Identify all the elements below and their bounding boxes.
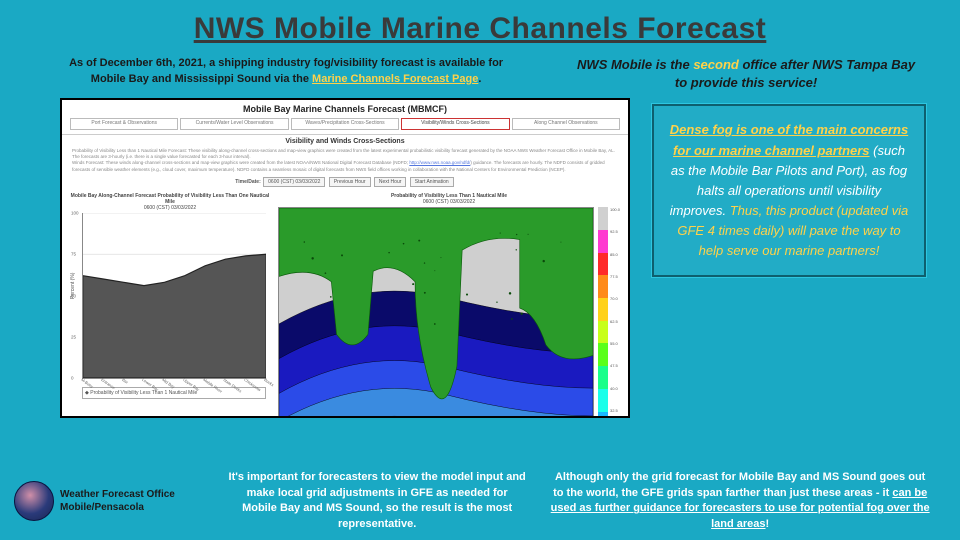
start-animation-button[interactable]: Start Animation (410, 177, 454, 187)
line-chart: Percent (%) 0255075100M-BuoyEntranceBarL… (82, 213, 266, 379)
intro-row: As of December 6th, 2021, a shipping ind… (0, 46, 960, 98)
probability-map (278, 207, 594, 418)
ss-tab[interactable]: Along Channel Observations (512, 118, 620, 130)
ss-desc2: Winds Forecast: These winds along-channe… (62, 160, 628, 173)
colorbar: 100.092.585.077.570.062.555.047.540.032.… (598, 207, 620, 418)
line-chart-title: Mobile Bay Along-Channel Forecast Probab… (70, 193, 270, 213)
intro-left: As of December 6th, 2021, a shipping ind… (60, 56, 512, 92)
ss-desc1: Probability of Visibility Less than 1 Na… (62, 148, 628, 161)
map-panel: Probability of Visibility Less Than 1 Na… (278, 193, 620, 399)
ss-tab[interactable]: Visibility/Winds Cross-Sections (401, 118, 509, 130)
prev-hour-button[interactable]: Previous Hour (329, 177, 371, 187)
ss-tab[interactable]: Port Forecast & Observations (70, 118, 178, 130)
logo-text: Weather Forecast Office Mobile/Pensacola (60, 488, 175, 514)
line-chart-panel: Mobile Bay Along-Channel Forecast Probab… (70, 193, 270, 399)
time-select[interactable]: 0600 (CST) 03/03/2022 (263, 177, 325, 187)
ss-tab[interactable]: Currents/Water Level Observations (180, 118, 288, 130)
ss-subtitle: Visibility and Winds Cross-Sections (62, 134, 628, 148)
page-title: NWS Mobile Marine Channels Forecast (0, 0, 960, 46)
logo-block: Weather Forecast Office Mobile/Pensacola (14, 481, 204, 521)
ss-tabs: Port Forecast & ObservationsCurrents/Wat… (62, 116, 628, 134)
bottom-row: Weather Forecast Office Mobile/Pensacola… (0, 470, 960, 532)
map-title: Probability of Visibility Less Than 1 Na… (278, 193, 620, 207)
intro-right-pre: NWS Mobile is the (577, 57, 693, 72)
ss-tab[interactable]: Waves/Precipitation Cross-Sections (291, 118, 399, 130)
intro-left-post: . (478, 73, 481, 85)
marine-channels-link[interactable]: Marine Channels Forecast Page (312, 73, 478, 85)
main-row: Mobile Bay Marine Channels Forecast (MBM… (0, 98, 960, 418)
ss-controls: Time/Date: 0600 (CST) 03/03/2022 Previou… (62, 173, 628, 191)
ndfd-link[interactable]: http://www.nws.noaa.gov/ndfd/ (409, 160, 470, 165)
intro-right: NWS Mobile is the second office after NW… (572, 56, 920, 92)
next-hour-button[interactable]: Next Hour (374, 177, 407, 187)
bottom-note-2: Although only the grid forecast for Mobi… (550, 470, 930, 532)
forecast-screenshot: Mobile Bay Marine Channels Forecast (MBM… (60, 98, 630, 418)
map-area: 100.092.585.077.570.062.555.047.540.032.… (278, 207, 620, 418)
intro-right-highlight: second (693, 57, 739, 72)
info-box: Dense fog is one of the main concerns fo… (652, 104, 926, 277)
time-label: Time/Date: (235, 179, 260, 185)
ss-title: Mobile Bay Marine Channels Forecast (MBM… (62, 100, 628, 116)
ss-charts: Mobile Bay Along-Channel Forecast Probab… (62, 191, 628, 401)
nws-logo-icon (14, 481, 54, 521)
bottom-note-1: It's important for forecasters to view t… (228, 470, 526, 532)
